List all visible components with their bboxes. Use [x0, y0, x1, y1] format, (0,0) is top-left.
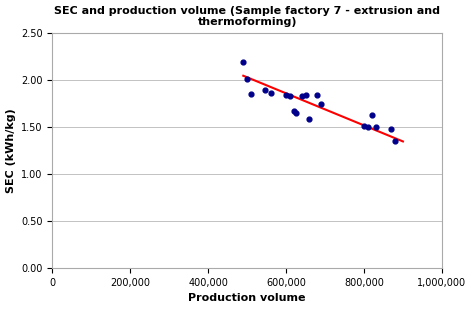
Point — [306, 116, 313, 121]
Y-axis label: SEC (kWh/kg): SEC (kWh/kg) — [6, 108, 16, 193]
Point — [368, 113, 376, 118]
Point — [364, 125, 371, 130]
Point — [267, 90, 274, 95]
Point — [313, 93, 321, 98]
Title: SEC and production volume (Sample factory 7 - extrusion and
thermoforming): SEC and production volume (Sample factor… — [54, 6, 440, 27]
Point — [360, 124, 368, 129]
Point — [292, 111, 300, 116]
Point — [298, 94, 305, 99]
X-axis label: Production volume: Production volume — [188, 294, 306, 303]
Point — [302, 92, 309, 97]
Point — [239, 59, 247, 64]
Point — [282, 92, 290, 97]
Point — [244, 77, 251, 82]
Point — [372, 125, 379, 130]
Point — [286, 94, 294, 99]
Point — [290, 109, 298, 114]
Point — [317, 101, 325, 106]
Point — [247, 91, 255, 96]
Point — [261, 87, 269, 92]
Point — [391, 139, 399, 144]
Point — [388, 127, 395, 132]
